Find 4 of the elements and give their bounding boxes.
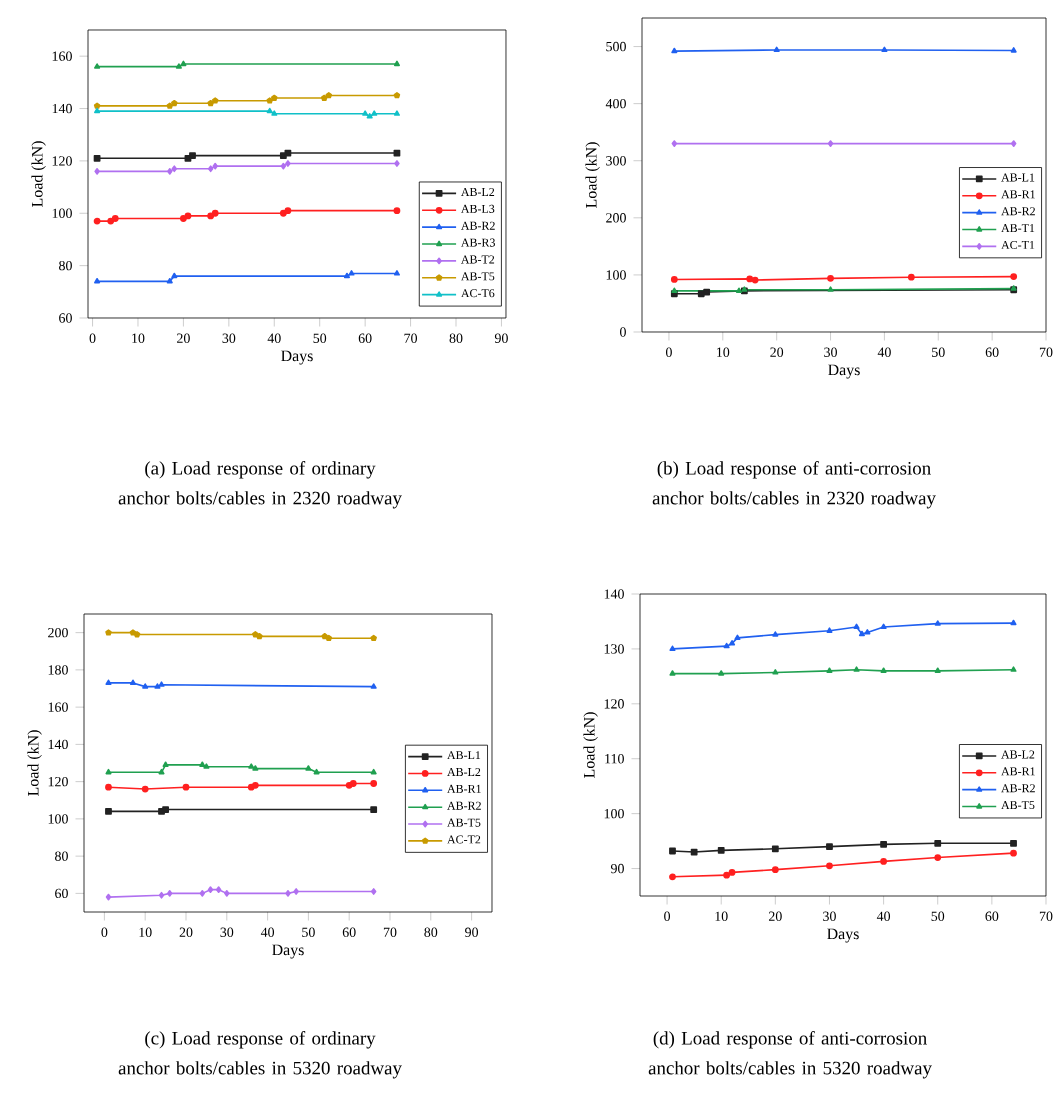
text: (d) Load response of anti-corrosion anchor bolts/cables in 5320 roadway bbox=[648, 1031, 932, 1079]
text: (b) Load response of anti-corrosion anchor bolts/cables in 2320 roadway bbox=[652, 461, 936, 509]
text: (c) Load response of ordinary anchor bolts/cables in 5320 roadway bbox=[118, 1031, 402, 1079]
text: (a) Load response of ordinary anchor bolts/cables in 2320 roadway bbox=[118, 461, 402, 509]
